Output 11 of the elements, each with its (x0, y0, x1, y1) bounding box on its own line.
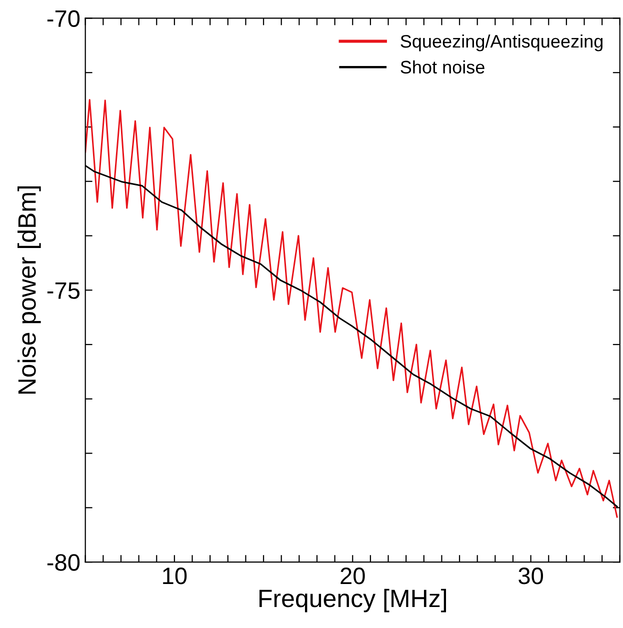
y-tick-label: -75 (47, 282, 80, 299)
y-axis-title: Noise power [dBm] (18, 186, 41, 394)
y-tick-label: -80 (47, 554, 80, 571)
line-series (85, 99, 618, 518)
x-tick-label: 20 (340, 568, 365, 584)
legend-label: Shot noise (400, 60, 484, 74)
x-tick-label: 10 (163, 568, 187, 584)
x-axis-title: Frequency [MHz] (260, 588, 446, 612)
y-tick-label: -70 (47, 10, 80, 27)
x-tick-label: 30 (518, 568, 544, 584)
legend-label: Squeezing/Antisqueezing (400, 34, 602, 52)
